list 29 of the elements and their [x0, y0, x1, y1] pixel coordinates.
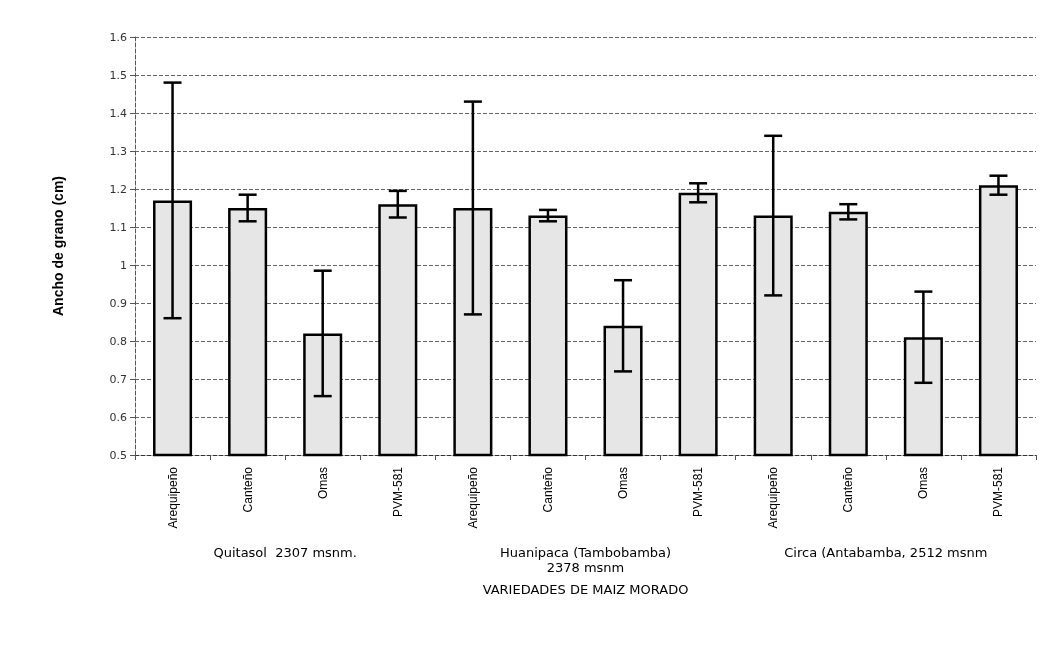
- x-tick-label: Omas: [315, 467, 330, 500]
- y-tick-label: 0.7: [109, 372, 127, 386]
- y-tick-label: 1.4: [109, 106, 127, 120]
- y-tick-label: 0.6: [109, 410, 127, 424]
- x-tick-label: Omas: [616, 467, 631, 500]
- x-axis-title: VARIEDADES DE MAIZ MORADO: [482, 582, 689, 597]
- x-tick-label: Arequipeño: [165, 466, 180, 529]
- y-tick-label: 0.9: [109, 296, 127, 310]
- y-tick-label: 1.1: [109, 220, 127, 234]
- x-tick-label: PVM-581: [691, 466, 706, 518]
- y-tick-label: 0.5: [109, 448, 127, 462]
- y-tick-label: 1.6: [109, 30, 127, 44]
- y-tick-label: 1: [120, 258, 127, 272]
- x-tick-label: Canteño: [540, 466, 555, 513]
- y-tick-label: 0.8: [109, 334, 127, 348]
- x-tick-label: Canteño: [841, 466, 856, 513]
- text: Quitasol 2307 msnm.: [213, 545, 357, 560]
- x-tick-label: PVM-581: [390, 466, 405, 518]
- x-tick-label: Omas: [916, 467, 931, 500]
- text: Huanipaca (Tambobamba) 2378 msnm: [499, 545, 672, 575]
- x-tick-label: Arequipeño: [766, 466, 781, 529]
- x-tick-label: Canteño: [240, 466, 255, 513]
- x-tick-label: Arequipeño: [465, 466, 480, 529]
- y-tick-label: 1.3: [109, 144, 127, 158]
- y-tick-label: 1.5: [109, 68, 127, 82]
- y-tick-label: 1.2: [109, 182, 127, 196]
- y-axis-title: Ancho de grano (cm): [50, 175, 66, 317]
- x-tick-label: PVM-581: [991, 466, 1006, 518]
- text: Circa (Antabamba, 2512 msnm: [784, 545, 988, 560]
